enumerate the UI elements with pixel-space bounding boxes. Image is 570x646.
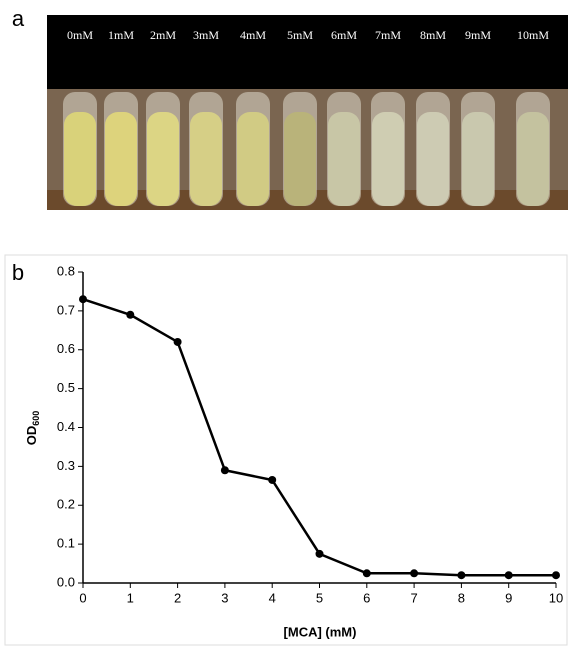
panel-border (4, 254, 568, 646)
panel-label: a (12, 6, 25, 31)
y-tick-label: 0.1 (57, 536, 75, 551)
data-point (552, 571, 560, 580)
tube-label: 0mM (67, 28, 93, 42)
data-line (82, 298, 556, 577)
tube-liquid (328, 112, 360, 206)
tube-label: 4mM (240, 28, 266, 42)
tube-liquid (237, 112, 269, 206)
data-point (79, 295, 87, 304)
x-tick-label: 10 (549, 590, 563, 605)
tube-label: 9mM (465, 28, 491, 42)
x-tick-label: 2 (174, 590, 181, 605)
x-tick-label: 8 (458, 590, 465, 605)
tube-label: 3mM (193, 28, 219, 42)
y-tick-label: 0.3 (57, 458, 75, 473)
y-tick-label: 0.7 (57, 302, 75, 317)
panel-label: b (12, 260, 24, 285)
tubes (63, 92, 550, 206)
x-axis-label: [MCA] (mM) (284, 624, 357, 639)
tube-liquid (517, 112, 549, 206)
tube-label: 6mM (331, 28, 357, 42)
y-tick-label: 0.5 (57, 380, 75, 395)
data-point (362, 569, 371, 578)
x-tick-label: 4 (269, 590, 276, 605)
tube-label: 8mM (420, 28, 446, 42)
x-tick-label: 9 (505, 590, 512, 605)
tube-liquid (64, 112, 96, 206)
tube-liquid (190, 112, 222, 206)
photo-header (47, 15, 568, 89)
data-point (220, 466, 229, 475)
data-point (457, 571, 466, 580)
y-axis-label-subscript: 600 (31, 411, 41, 426)
tube-label: 2mM (150, 28, 176, 42)
tube-liquid (417, 112, 449, 206)
data-point (504, 571, 513, 580)
data-point (173, 337, 182, 346)
tube-label: 1mM (108, 28, 134, 42)
y-tick-label: 0.2 (57, 497, 75, 512)
x-tick-label: 7 (410, 590, 417, 605)
data-point (126, 310, 135, 319)
x-tick-label: 0 (79, 590, 86, 605)
x-tick-label: 1 (127, 590, 134, 605)
x-tick-label: 5 (316, 590, 323, 605)
x-tick-label: 6 (363, 590, 370, 605)
tube-label: 7mM (375, 28, 401, 42)
tube-liquid (105, 112, 137, 206)
tube-label: 5mM (287, 28, 313, 42)
tube-liquid (284, 112, 316, 206)
tube-label: 10mM (517, 28, 549, 42)
y-axis-label: OD600 (24, 411, 41, 446)
y-tick-label: 0.6 (57, 341, 75, 356)
tube-liquid (462, 112, 494, 206)
tube-liquid (372, 112, 404, 206)
x-tick-label: 3 (221, 590, 228, 605)
y-tick-label: 0.0 (57, 574, 75, 589)
data-point (268, 475, 277, 484)
tube-liquid (147, 112, 179, 206)
data-point (410, 569, 419, 578)
y-tick-label: 0.8 (57, 263, 75, 278)
y-axis-label-main: OD (24, 426, 39, 446)
data-point (315, 549, 324, 558)
y-tick-label: 0.4 (57, 419, 75, 434)
